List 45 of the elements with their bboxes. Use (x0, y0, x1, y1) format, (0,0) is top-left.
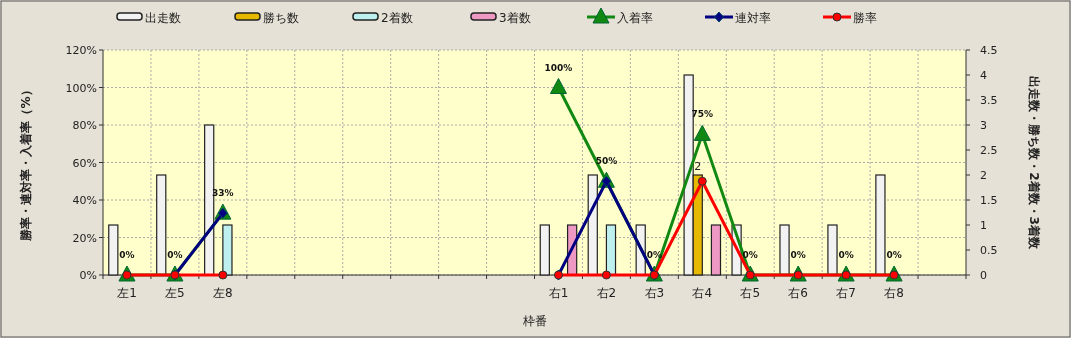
data-label: 100% (544, 62, 573, 73)
x-axis-title: 枠番 (521, 314, 547, 328)
y-tick-label: 60% (72, 156, 97, 170)
x-tick-label: 右8 (884, 286, 904, 300)
y2-tick-label: 2.5 (980, 144, 998, 157)
legend-label: 出走数 (145, 11, 181, 25)
y2-tick-label: 1.5 (980, 194, 998, 207)
data-label: 2 (694, 160, 702, 173)
y2-tick-label: 3 (980, 119, 987, 132)
legend-label: 3着数 (499, 11, 531, 25)
x-tick-label: 右5 (740, 286, 761, 300)
y2-axis-title: 出走数・勝ち数・2着数・3着数 (1027, 76, 1041, 250)
y2-tick-label: 0.5 (980, 244, 998, 257)
y-tick-label: 40% (72, 194, 97, 207)
y-tick-label: 80% (72, 119, 97, 132)
x-tick-label: 左5 (165, 286, 185, 300)
y-tick-label: 100% (65, 81, 97, 95)
legend-label: 勝率 (853, 11, 877, 25)
y2-tick-label: 1 (980, 219, 987, 232)
y-tick-label: 0% (79, 269, 97, 282)
x-tick-label: 右3 (644, 286, 665, 300)
legend-label: 勝ち数 (263, 11, 299, 25)
data-label: 0% (886, 250, 902, 260)
legend-label: 連対率 (735, 11, 771, 25)
x-tick-label: 右2 (596, 286, 617, 300)
x-tick-label: 右6 (788, 286, 809, 300)
x-tick-label: 右1 (548, 286, 569, 300)
x-tick-label: 左1 (117, 286, 137, 300)
data-label: 0% (167, 250, 183, 260)
y2-tick-label: 2 (980, 169, 987, 182)
x-tick-label: 左8 (213, 286, 233, 300)
y2-tick-label: 4 (980, 69, 987, 82)
data-label: 0% (838, 250, 854, 260)
y2-tick-label: 0 (980, 269, 987, 282)
y2-tick-label: 3.5 (980, 94, 998, 107)
legend-label: 2着数 (381, 11, 413, 25)
x-tick-label: 右4 (692, 286, 713, 300)
y-axis-title: 勝率・連対率・入着率（%） (19, 84, 33, 242)
legend-label: 入着率 (617, 11, 653, 25)
data-label: 0% (119, 250, 135, 260)
y-tick-label: 20% (72, 231, 97, 245)
x-tick-label: 右7 (836, 286, 856, 300)
data-label: 0% (790, 250, 806, 260)
y2-tick-label: 4.5 (980, 44, 998, 57)
y-tick-label: 120% (65, 44, 97, 57)
